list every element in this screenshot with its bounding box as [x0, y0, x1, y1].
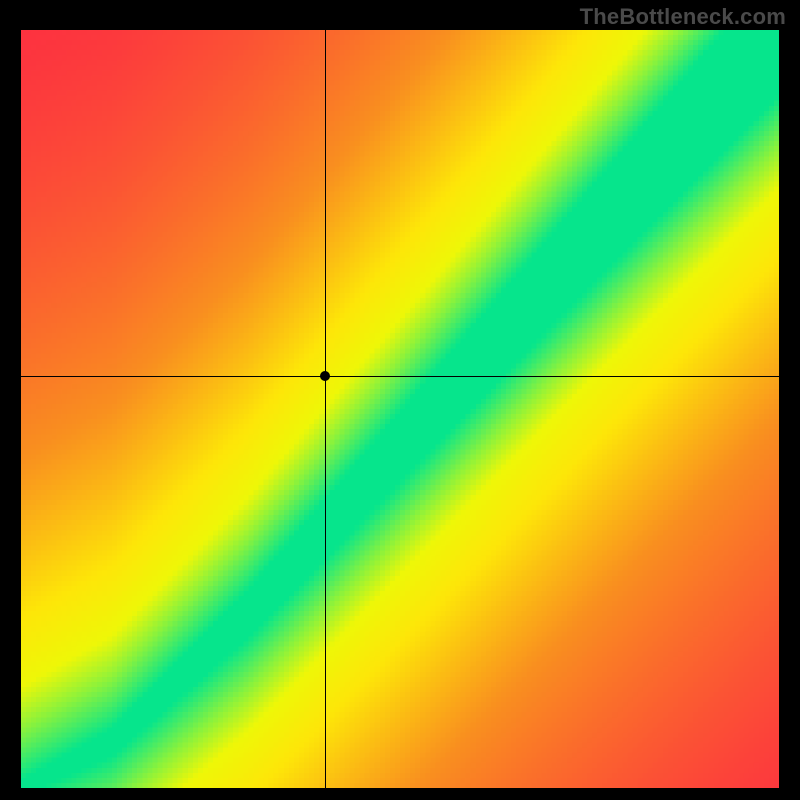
crosshair-vertical	[325, 30, 326, 788]
crosshair-horizontal	[21, 376, 779, 377]
watermark-text: TheBottleneck.com	[580, 4, 786, 30]
heatmap-canvas	[21, 30, 779, 788]
heatmap-plot	[21, 30, 779, 788]
crosshair-point	[320, 371, 330, 381]
